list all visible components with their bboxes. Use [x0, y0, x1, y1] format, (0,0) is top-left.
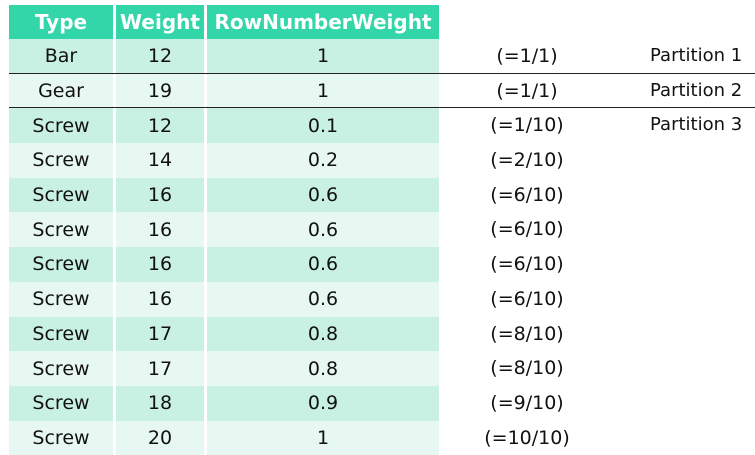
cell-type: Screw	[9, 108, 116, 144]
calculation-text: (=2/10)	[490, 149, 564, 172]
cell-row-number-weight: 1	[207, 73, 439, 109]
table-row: Screw 16 0.6	[9, 177, 439, 213]
cell-type: Screw	[9, 212, 116, 248]
header-row: Type Weight RowNumberWeight	[9, 5, 439, 39]
cell-weight: 20	[116, 420, 207, 455]
cell-row-number-weight: 0.8	[207, 351, 439, 386]
calculation-text: (=8/10)	[490, 322, 564, 345]
table-row: Screw 16 0.6	[9, 212, 439, 248]
annotation-row: (=6/10)	[0, 178, 755, 213]
annotation-row: (=8/10)	[0, 317, 755, 352]
table-row: Bar 12 1	[9, 39, 439, 74]
table-row: Screw 16 0.6	[9, 281, 439, 317]
calculation-text: (=6/10)	[490, 253, 564, 276]
cell-row-number-weight: 0.6	[207, 247, 439, 282]
cell-weight: 19	[116, 73, 207, 109]
table-row: Screw 17 0.8	[9, 316, 439, 352]
cell-row-number-weight: 0.6	[207, 281, 439, 317]
annotation-row: (=8/10)	[0, 351, 755, 386]
cell-weight: 16	[116, 212, 207, 248]
partition-label: Partition 3	[650, 114, 743, 136]
cell-weight: 17	[116, 351, 207, 386]
annotation-row: (=6/10)	[0, 247, 755, 282]
partition-separator	[9, 107, 755, 109]
annotations: (=1/1) Partition 1 (=1/1) Partition 2 (=1/10…	[0, 39, 755, 455]
cell-type: Screw	[9, 281, 116, 317]
calculation-text: (=1/1)	[496, 79, 558, 102]
table-row: Gear 19 1	[9, 73, 439, 109]
partition-separator	[9, 72, 755, 74]
header-weight: Weight	[116, 5, 207, 39]
annotation-row: (=6/10)	[0, 212, 755, 247]
cell-row-number-weight: 1	[207, 420, 439, 455]
annotation-row: (=1/1) Partition 2	[0, 74, 755, 109]
calculation-text: (=9/10)	[490, 391, 564, 414]
cell-row-number-weight: 0.9	[207, 385, 439, 421]
table-body: Bar 12 1 Gear 19 1 Screw 12 0.1 Screw 14 0.2 Screw 16…	[9, 39, 439, 455]
table-row: Screw 16 0.6	[9, 247, 439, 282]
calculation-text: (=10/10)	[484, 426, 570, 449]
cell-type: Screw	[9, 316, 116, 352]
cell-weight: 17	[116, 316, 207, 352]
annotation-row: (=2/10)	[0, 143, 755, 178]
weights-table: Type Weight RowNumberWeight Bar 12 1 Gear 19…	[9, 5, 439, 455]
annotation-row: (=1/1) Partition 1	[0, 39, 755, 74]
cell-type: Gear	[9, 73, 116, 109]
calculation-text: (=1/1)	[496, 45, 558, 67]
cell-type: Screw	[9, 420, 116, 455]
cell-weight: 14	[116, 143, 207, 178]
cell-type: Screw	[9, 177, 116, 213]
cell-weight: 16	[116, 281, 207, 317]
cell-weight: 16	[116, 177, 207, 213]
annotation-row: (=6/10)	[0, 282, 755, 317]
calculation-text: (=8/10)	[490, 357, 564, 380]
partition-label: Partition 1	[650, 45, 743, 66]
cell-type: Screw	[9, 247, 116, 282]
cell-row-number-weight: 1	[207, 39, 439, 74]
table-row: Screw 18 0.9	[9, 385, 439, 421]
annotation-row: (=1/10) Partition 3	[0, 108, 755, 143]
calculation-text: (=6/10)	[490, 218, 564, 241]
annotation-row: (=10/10)	[0, 421, 755, 455]
cell-type: Screw	[9, 143, 116, 178]
cell-type: Screw	[9, 351, 116, 386]
cell-type: Screw	[9, 385, 116, 421]
calculation-text: (=6/10)	[490, 287, 564, 310]
cell-weight: 18	[116, 385, 207, 421]
table-row: Screw 20 1	[9, 420, 439, 455]
cell-row-number-weight: 0.8	[207, 316, 439, 352]
annotation-row: (=9/10)	[0, 386, 755, 421]
table-row: Screw 12 0.1	[9, 108, 439, 144]
header-row-number-weight: RowNumberWeight	[207, 5, 439, 39]
partition-label: Partition 2	[650, 79, 743, 101]
calculation-text: (=1/10)	[490, 114, 564, 137]
cell-row-number-weight: 0.2	[207, 143, 439, 178]
calculation-text: (=6/10)	[490, 183, 564, 206]
cell-row-number-weight: 0.6	[207, 212, 439, 248]
cell-type: Bar	[9, 39, 116, 74]
cell-weight: 12	[116, 108, 207, 144]
cell-weight: 16	[116, 247, 207, 282]
cell-row-number-weight: 0.6	[207, 177, 439, 213]
cell-row-number-weight: 0.1	[207, 108, 439, 144]
header-type: Type	[9, 5, 116, 39]
table-row: Screw 17 0.8	[9, 351, 439, 386]
table-row: Screw 14 0.2	[9, 143, 439, 178]
cell-weight: 12	[116, 39, 207, 74]
